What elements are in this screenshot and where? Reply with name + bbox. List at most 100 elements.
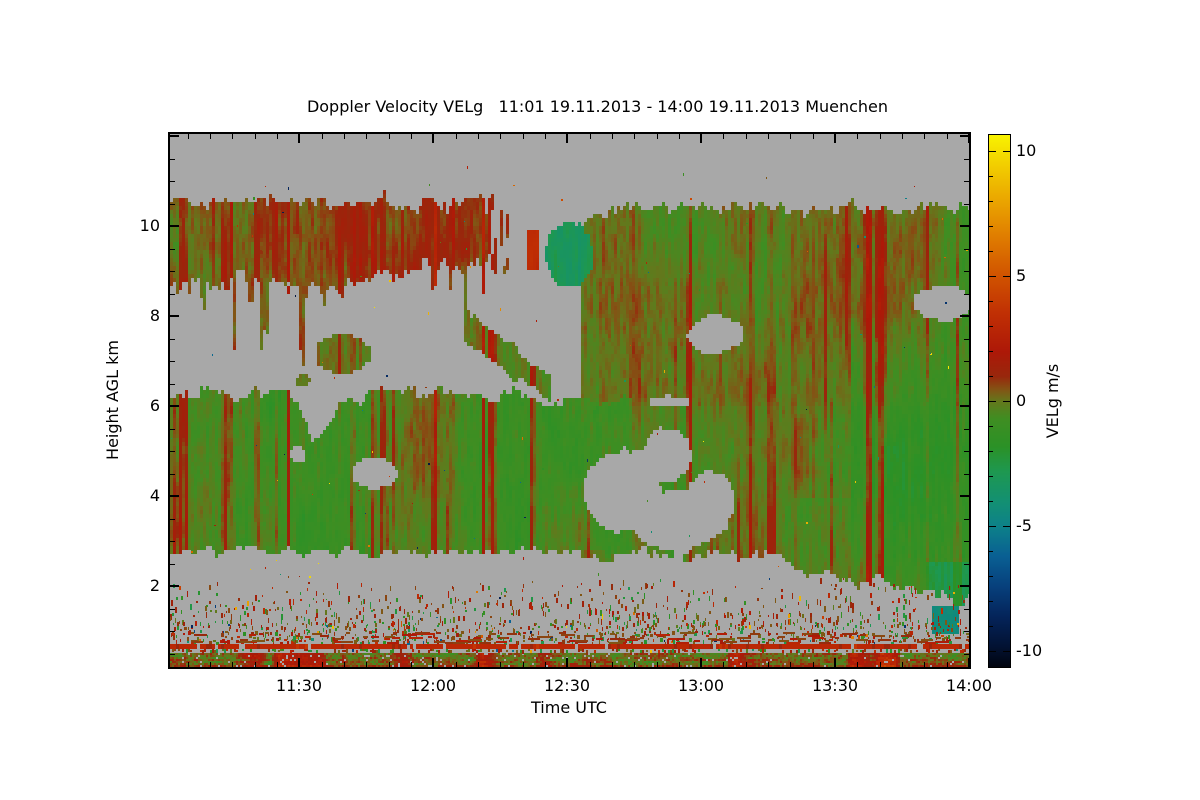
x-axis-tick xyxy=(188,662,189,667)
y-axis-tick xyxy=(170,271,175,272)
x-axis-top-tick xyxy=(590,134,591,139)
x-axis-tick xyxy=(232,662,233,667)
colorbar-tick xyxy=(989,376,993,377)
colorbar-canvas xyxy=(989,135,1010,667)
x-axis-tick xyxy=(523,662,524,667)
y-axis-right-tick xyxy=(964,474,969,475)
y-axis-tick xyxy=(170,204,175,205)
colorbar-border xyxy=(988,134,1011,668)
y-axis-tick xyxy=(170,631,175,632)
x-tick-label: 14:00 xyxy=(945,676,993,695)
y-axis-right-tick xyxy=(960,225,969,227)
y-tick-label: 2 xyxy=(149,576,160,595)
y-axis-right-tick xyxy=(964,249,969,250)
y-axis-right-tick xyxy=(964,541,969,542)
x-tick-label: 11:30 xyxy=(275,676,323,695)
colorbar-tick-label: -10 xyxy=(1016,641,1043,660)
heatmap-canvas xyxy=(170,134,969,667)
x-axis-tick xyxy=(790,662,791,667)
colorbar-tick xyxy=(989,651,996,652)
x-axis-top-tick xyxy=(255,134,256,139)
y-tick-label: 10 xyxy=(139,216,160,235)
x-axis-top-tick xyxy=(700,134,702,143)
colorbar-tick xyxy=(989,151,996,152)
y-axis-tick xyxy=(170,181,175,182)
x-axis-tick xyxy=(255,662,256,667)
x-axis-tick xyxy=(478,662,479,667)
y-axis-right-tick xyxy=(964,654,969,655)
x-axis-top-tick xyxy=(523,134,524,139)
x-axis-top-tick xyxy=(813,134,814,139)
x-axis-tick xyxy=(968,658,970,667)
x-axis-tick xyxy=(857,662,858,667)
x-tick-label: 13:30 xyxy=(811,676,859,695)
x-axis-tick xyxy=(389,662,390,667)
colorbar-tick xyxy=(989,501,993,502)
colorbar-tick xyxy=(989,626,993,627)
colorbar-tick xyxy=(989,226,993,227)
colorbar-tick xyxy=(989,176,993,177)
x-axis-tick xyxy=(902,662,903,667)
x-axis-top-tick xyxy=(746,134,747,139)
colorbar-tick xyxy=(989,451,993,452)
x-axis-top-tick xyxy=(880,134,881,139)
x-axis-top-tick xyxy=(679,134,680,139)
x-axis-tick xyxy=(298,658,300,667)
y-tick-label: 8 xyxy=(149,306,160,325)
x-axis-top-tick xyxy=(566,134,568,143)
y-axis-right-tick xyxy=(964,564,969,565)
x-axis-top-tick xyxy=(612,134,613,139)
x-tick-label: 12:30 xyxy=(543,676,591,695)
colorbar-tick xyxy=(989,326,993,327)
y-axis-tick xyxy=(170,405,179,407)
x-axis-top-tick xyxy=(456,134,457,139)
x-axis-tick xyxy=(545,662,546,667)
x-axis-top-tick xyxy=(924,134,925,139)
x-axis-tick xyxy=(657,662,658,667)
colorbar-tick xyxy=(989,251,993,252)
y-axis-tick xyxy=(170,474,175,475)
x-axis-top-tick xyxy=(657,134,658,139)
x-axis-top-tick xyxy=(857,134,858,139)
x-axis-tick xyxy=(411,662,412,667)
y-axis-right-tick xyxy=(964,294,969,295)
x-axis-top-tick xyxy=(298,134,300,143)
x-axis-tick xyxy=(880,662,881,667)
x-axis-tick xyxy=(500,662,501,667)
x-axis-top-tick xyxy=(834,134,836,143)
colorbar-tick-label: 5 xyxy=(1016,266,1027,285)
y-axis-right-tick xyxy=(964,384,969,385)
x-tick-label: 12:00 xyxy=(409,676,457,695)
x-axis-top-tick xyxy=(478,134,479,139)
x-tick-label: 13:00 xyxy=(677,676,725,695)
x-axis-top-tick xyxy=(344,134,345,139)
x-axis-top-tick xyxy=(902,134,903,139)
chart-title: Doppler Velocity VELg 11:01 19.11.2013 -… xyxy=(306,97,889,116)
y-axis-right-tick xyxy=(960,585,969,587)
colorbar-tick xyxy=(989,201,993,202)
y-axis-right-tick xyxy=(960,315,969,317)
x-axis-tick xyxy=(590,662,591,667)
y-axis-tick xyxy=(170,294,175,295)
y-axis-right-tick xyxy=(964,451,969,452)
y-axis-tick xyxy=(170,519,175,520)
x-axis-top-tick xyxy=(968,134,970,143)
y-axis-right-tick xyxy=(964,361,969,362)
x-axis-tick xyxy=(634,662,635,667)
y-axis-tick xyxy=(170,384,175,385)
x-axis-tick xyxy=(679,662,680,667)
x-axis-tick xyxy=(700,658,702,667)
x-axis-tick xyxy=(612,662,613,667)
colorbar-tick-label: 0 xyxy=(1016,391,1027,410)
x-axis-top-tick xyxy=(277,134,278,139)
colorbar-tick xyxy=(989,401,996,402)
y-axis-tick xyxy=(170,541,175,542)
y-axis-right-tick xyxy=(964,631,969,632)
y-axis-tick xyxy=(170,249,175,250)
x-axis-tick xyxy=(210,662,211,667)
x-axis-top-tick xyxy=(389,134,390,139)
colorbar-tick xyxy=(989,351,993,352)
colorbar-tick-label: -5 xyxy=(1016,516,1032,535)
y-tick-label: 4 xyxy=(149,486,160,505)
colorbar-tick xyxy=(1003,526,1010,527)
